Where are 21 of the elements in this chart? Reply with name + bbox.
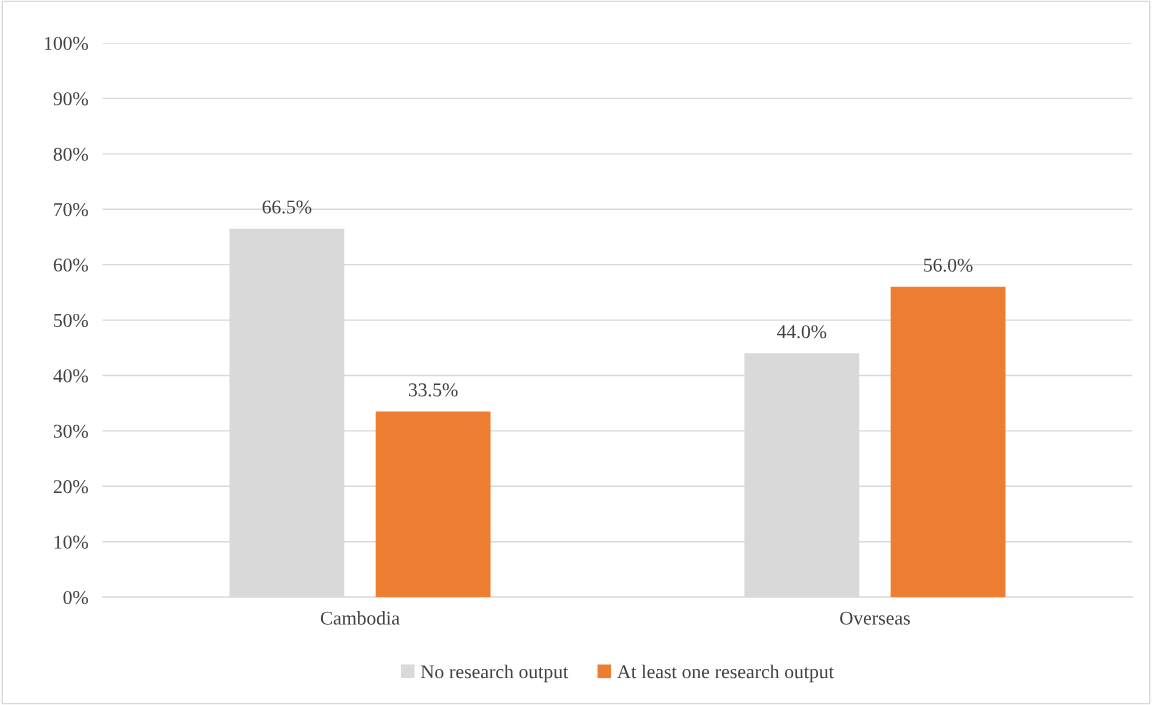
data-label: 33.5% [408,383,458,397]
legend-label: At least one research output [617,664,834,683]
data-label: 44.0% [777,325,827,339]
bar [375,411,491,598]
y-tick-label: 50% [54,313,88,328]
x-tick-label: Overseas [840,611,910,625]
y-tick-label: 20% [53,480,88,494]
y-tick-label: 40% [53,369,88,383]
y-tick-label: 70% [54,203,88,217]
y-tick-label: 30% [53,424,88,438]
bar [890,286,1006,598]
y-tick-label: 80% [53,147,88,161]
data-label: 66.5% [262,200,312,214]
y-tick-label: 60% [53,258,88,272]
y-tick-label: 100% [44,36,88,51]
y-tick-label: 90% [53,92,88,106]
y-tick-label: 10% [54,535,88,549]
legend-label: No research output [420,664,569,683]
x-tick-label: Cambodia [320,611,400,625]
data-label: 56.0% [924,258,973,272]
y-tick-label: 0% [63,590,88,605]
